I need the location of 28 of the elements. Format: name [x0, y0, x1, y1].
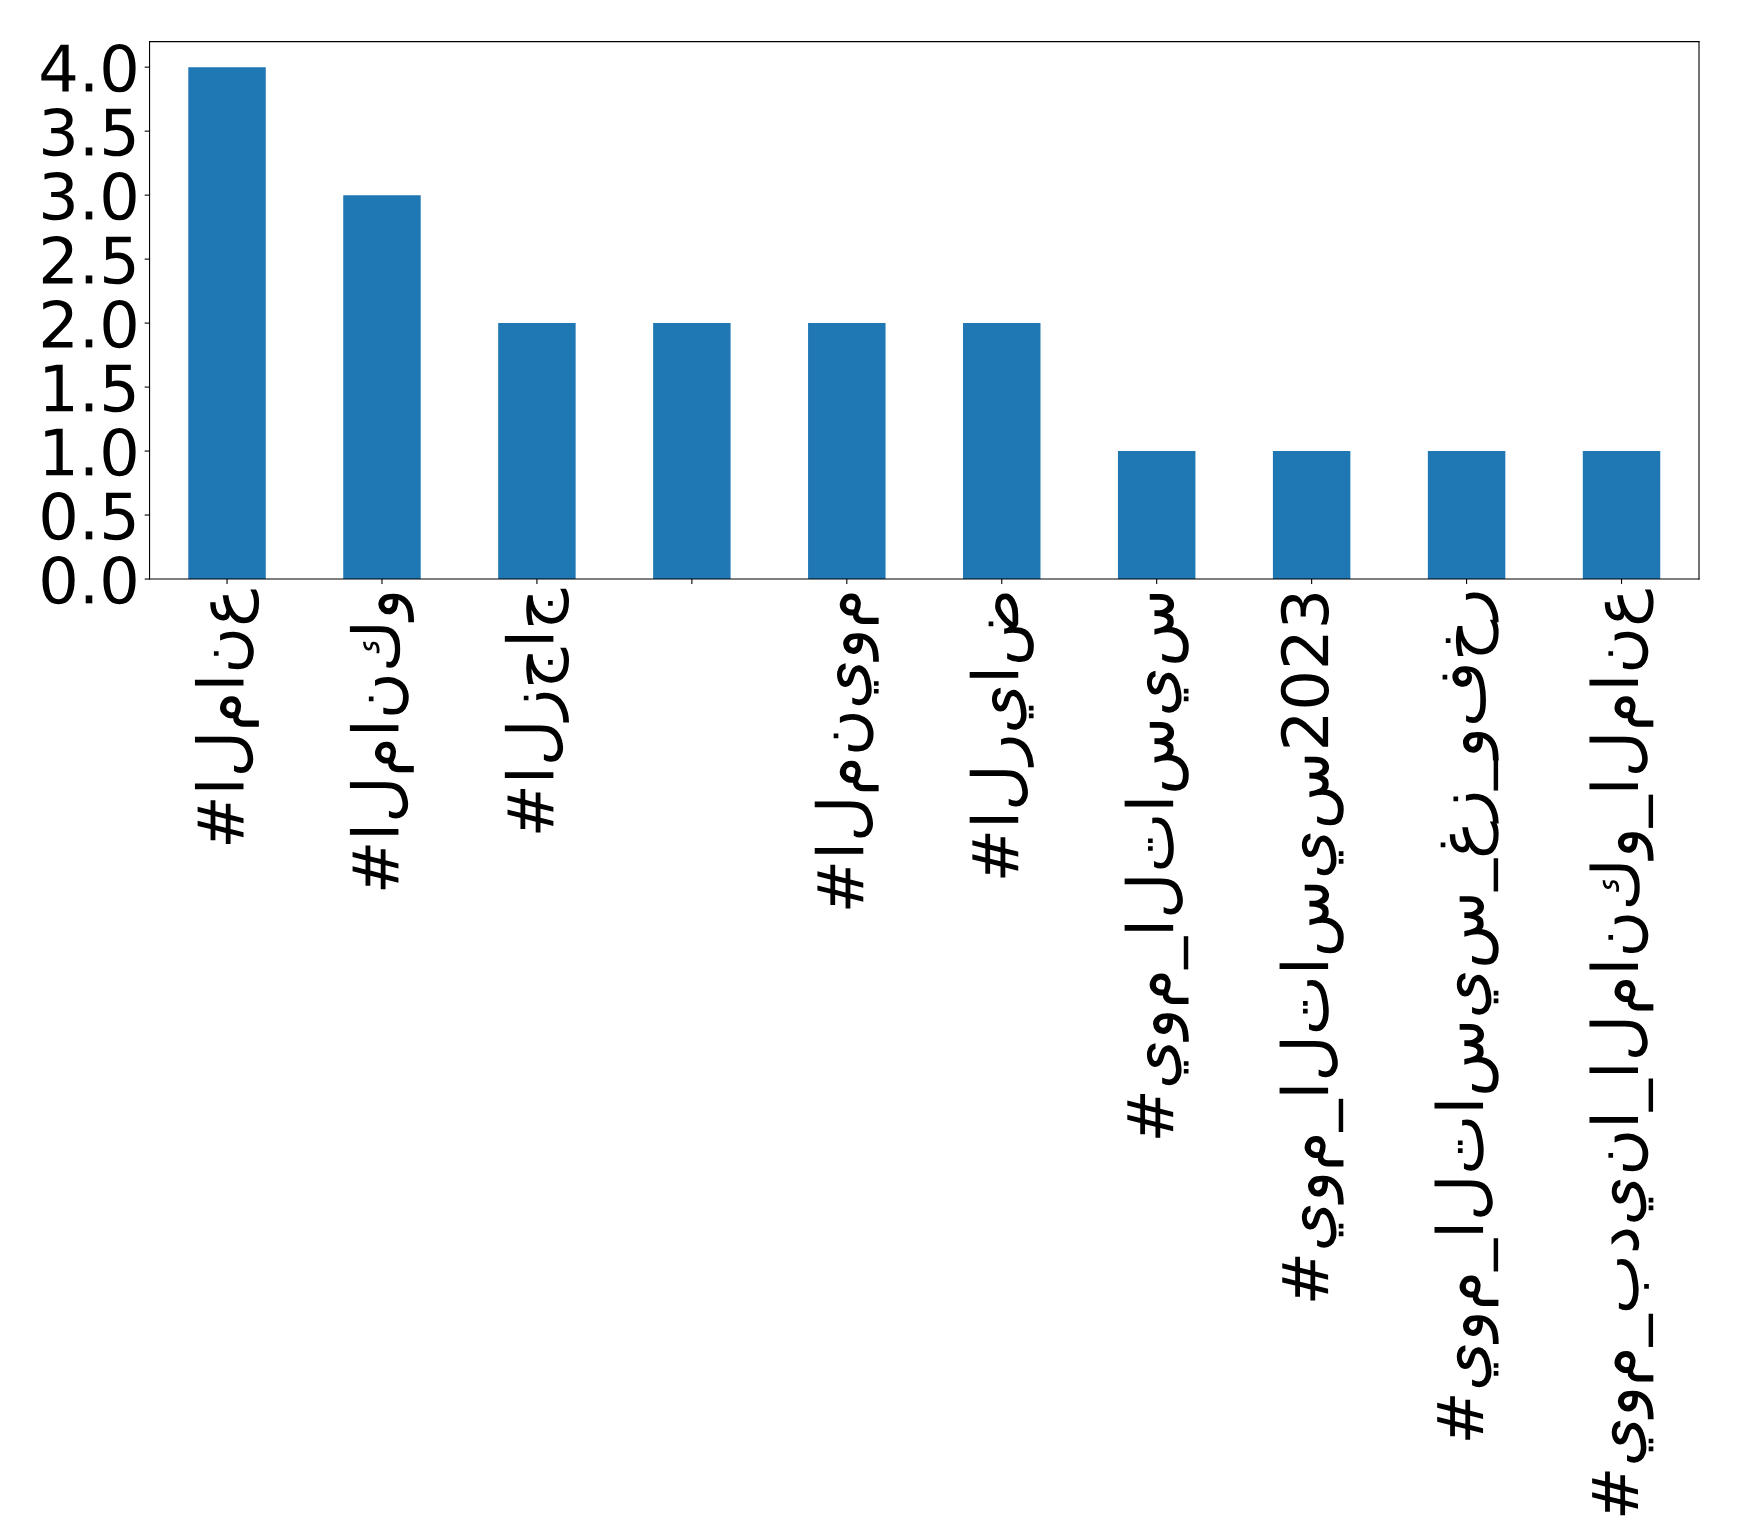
y-tick-label: 2.5	[42, 235, 135, 285]
x-tick-label: #يوم_بدينا_المانكو_المانع	[1589, 589, 1654, 1516]
y-tick-label: 1.0	[45, 427, 136, 477]
bar	[1272, 451, 1351, 580]
bar	[808, 323, 886, 580]
y-tick-label: 2.0	[42, 299, 136, 349]
bar	[1117, 451, 1196, 580]
bar	[188, 67, 266, 580]
bar	[343, 195, 421, 580]
y-tick-label: 3.0	[43, 172, 136, 221]
x-tick-label: #المنيوم	[814, 593, 879, 909]
x-tick-label: #المانع	[194, 589, 260, 844]
x-tick-label: #المانكو	[349, 593, 415, 890]
x-tick-label: #الزجاج	[504, 588, 569, 833]
bar	[963, 323, 1041, 580]
y-tick-label: 0.5	[42, 491, 135, 541]
x-tick-label: #يوم_التاسيس2023	[1279, 593, 1344, 1301]
bar	[1582, 451, 1661, 580]
x-tick-label: #الرياض	[969, 593, 1034, 878]
y-tick-label: 4.0	[41, 44, 136, 93]
y-tick-label: 0.0	[42, 555, 136, 605]
y-tick-label: 1.5	[45, 364, 135, 413]
bar	[653, 323, 731, 580]
bar	[498, 323, 576, 580]
x-tick-label: #يوم_التاسيس_غز_وفخر	[1434, 592, 1499, 1440]
bar	[1427, 451, 1506, 580]
y-tick-label: 3.5	[43, 108, 135, 157]
x-tick-label: #يوم_التاسيس	[1124, 594, 1189, 1138]
